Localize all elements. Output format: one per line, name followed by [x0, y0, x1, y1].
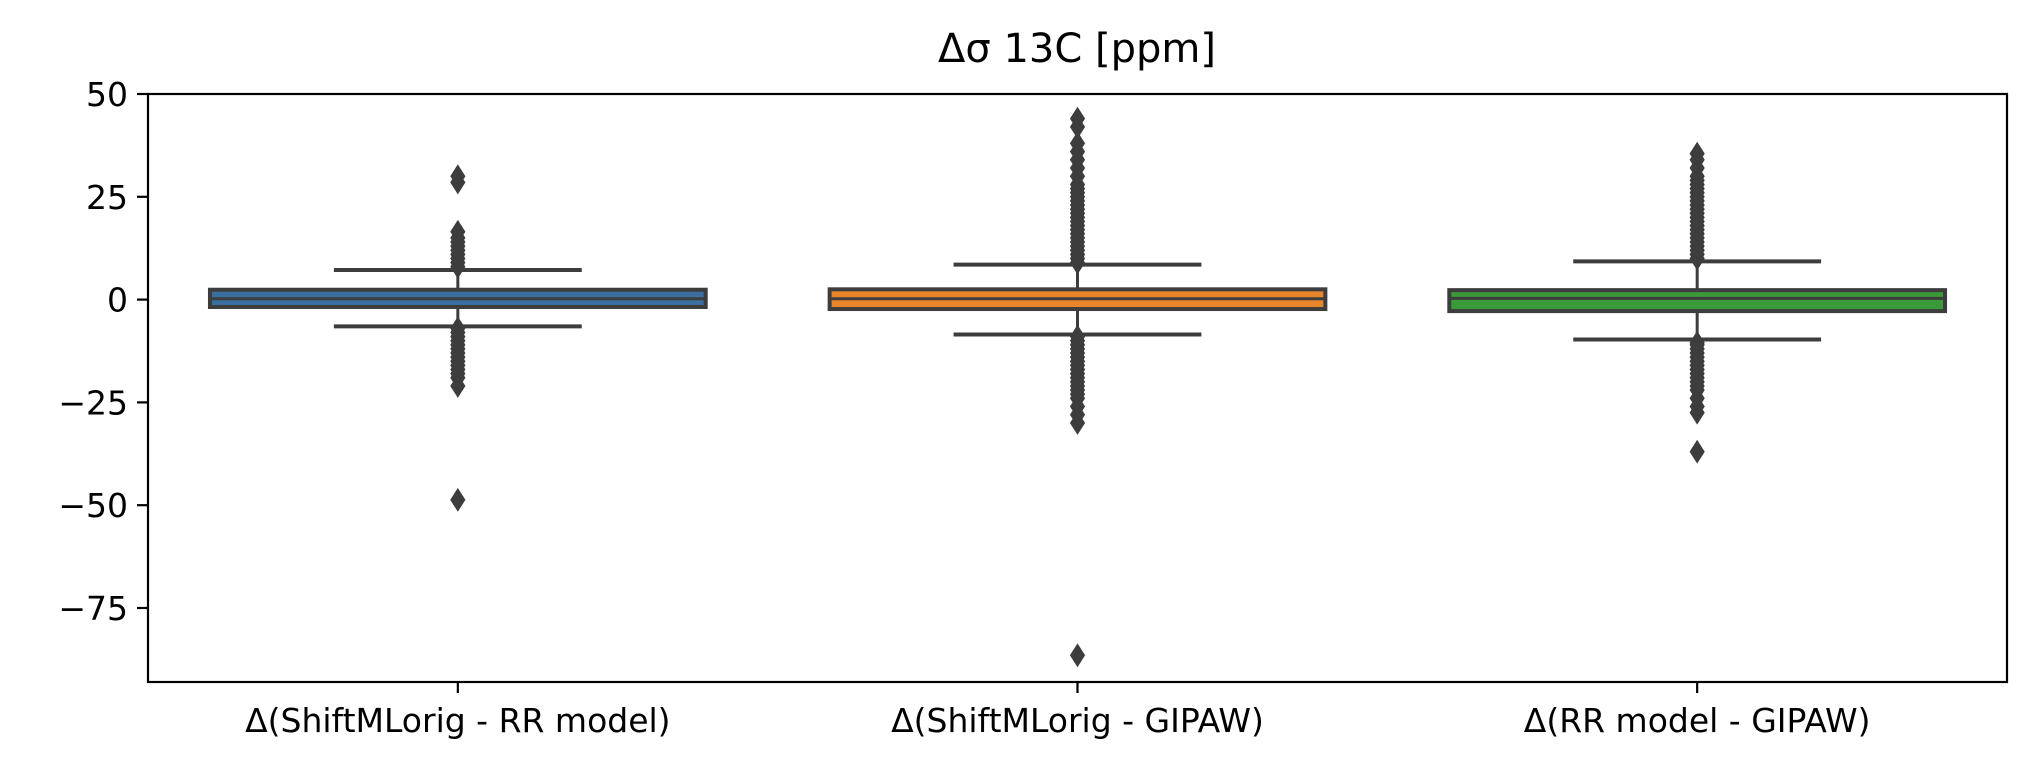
- outlier-point: [1069, 411, 1086, 435]
- y-tick-label: 25: [86, 178, 128, 217]
- outlier-point: [1689, 141, 1705, 166]
- box-group: [207, 164, 708, 512]
- chart-title: Δσ 13C [ppm]: [938, 26, 1216, 72]
- y-tick-label: −25: [58, 383, 128, 422]
- x-tick-label: Δ(ShiftMLorig - RR model): [245, 701, 670, 740]
- x-tick-label: Δ(RR model - GIPAW): [1524, 701, 1871, 740]
- outlier-point: [1069, 106, 1086, 131]
- plot-area: [207, 106, 1948, 668]
- outlier-point: [450, 374, 466, 398]
- outlier-point: [1069, 131, 1086, 156]
- box-iqr: [1447, 288, 1948, 314]
- outlier-point: [1689, 400, 1705, 425]
- y-tick-label: 50: [86, 75, 128, 114]
- x-axis: Δ(ShiftMLorig - RR model) Δ(ShiftMLorig -…: [245, 682, 1871, 740]
- y-tick-label: −50: [58, 486, 128, 525]
- y-axis: 50 25 0 −25 −50 −75: [58, 75, 148, 628]
- outlier-point: [1689, 439, 1705, 464]
- outlier-point: [450, 164, 466, 189]
- outlier-point: [450, 487, 466, 512]
- y-tick-label: 0: [107, 281, 128, 320]
- outlier-point: [450, 219, 466, 244]
- box-group: [827, 106, 1328, 668]
- x-tick-label: Δ(ShiftMLorig - GIPAW): [891, 701, 1264, 740]
- y-tick-label: −75: [58, 589, 128, 628]
- box-group: [1447, 141, 1948, 464]
- outlier-point: [1069, 643, 1086, 668]
